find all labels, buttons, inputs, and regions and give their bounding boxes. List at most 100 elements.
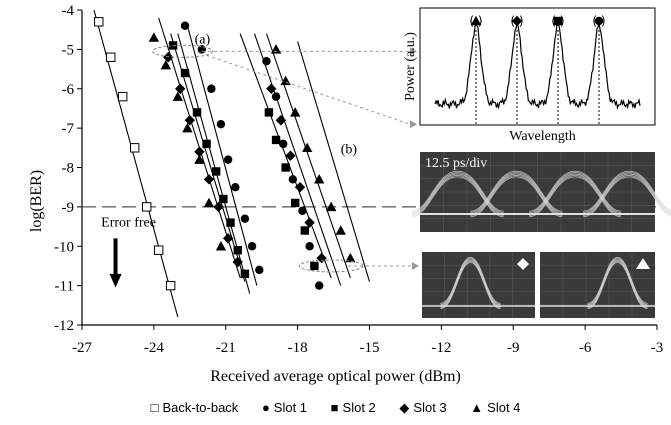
connector-arrow-icon: [412, 261, 419, 270]
eye-pair-trace: [440, 259, 501, 307]
legend-label: Back-to-back: [162, 400, 239, 415]
legend-item-slot-1: ● Slot 1: [262, 400, 307, 415]
x-tick-label: -21: [216, 340, 236, 356]
eye-pair-trace: [440, 262, 501, 310]
legend: □ Back-to-back ● Slot 1 ■ Slot 2 ◆ Slot 3 ▲ S…: [0, 400, 671, 416]
data-point-series-3: [285, 150, 296, 161]
callout-ellipse-a: [152, 44, 214, 58]
eye-trace: [529, 176, 622, 218]
eye-trace: [411, 172, 504, 214]
data-point-series-3: [163, 52, 174, 63]
data-point-series-1: [216, 119, 226, 129]
fit-line: [265, 33, 351, 278]
data-point-series-1: [298, 206, 307, 216]
legend-diamond-icon: ◆: [399, 400, 410, 415]
data-point-series-1: [279, 139, 288, 149]
legend-item-back-to-back: □ Back-to-back: [151, 400, 239, 415]
inset-eye-pair: [422, 252, 655, 318]
eye-pair-trace: [587, 259, 648, 307]
eye-triangle-icon: [636, 258, 650, 269]
data-point-series-4: [313, 174, 325, 184]
data-point-series-2: [219, 194, 228, 204]
legend-item-slot-4: ▲ Slot 4: [470, 400, 520, 415]
eye-trace: [470, 172, 563, 214]
data-point-series-4: [270, 44, 282, 54]
data-point-series-0: [94, 17, 104, 27]
fit-line: [186, 25, 258, 286]
eye-pair-frame: [540, 252, 655, 318]
inset-eye-diagram: 12.5 ps/div: [411, 152, 671, 232]
eye-trace: [529, 170, 622, 212]
eye-trace: [411, 170, 504, 212]
data-point-series-3: [203, 174, 215, 185]
legend-label: Slot 2: [342, 400, 376, 415]
fit-lines: [93, 9, 371, 318]
eye-trace: [411, 173, 504, 215]
data-point-series-3: [304, 217, 315, 228]
fit-line: [297, 41, 371, 282]
eye-trace: [411, 176, 504, 218]
data-point-series-2: [291, 198, 300, 208]
data-point-series-2: [240, 269, 250, 279]
eye-trace: [529, 174, 622, 216]
peak-marker-triangle-icon: [470, 15, 482, 26]
eye-pair-trace: [587, 256, 648, 304]
data-point-series-1: [240, 214, 250, 223]
eye-trace: [470, 176, 563, 218]
spectrum-ylabel: Power (a.u.): [403, 32, 418, 101]
data-point-series-1: [231, 182, 240, 192]
connector-arrow-icon: [410, 120, 417, 129]
legend-label: Slot 3: [413, 400, 447, 415]
data-point-series-1: [305, 242, 314, 251]
data-point-series-1: [207, 84, 216, 93]
data-point-series-4: [160, 59, 172, 70]
data-point-series-2: [300, 226, 310, 235]
data-point-series-2: [180, 68, 190, 78]
eye-pair-trace: [587, 262, 648, 310]
data-point-series-4: [194, 154, 205, 164]
y-axis-label: log(BER): [28, 169, 46, 233]
eye-trace: [470, 170, 563, 212]
data-point-series-3: [266, 83, 277, 94]
y-tick-label: -4: [62, 3, 75, 19]
data-point-series-0: [153, 245, 164, 255]
data-point-series-1: [247, 242, 257, 251]
error-free-label: Error free: [101, 216, 156, 231]
data-point-series-3: [194, 146, 205, 157]
group-callouts: (a) (b): [152, 32, 419, 273]
data-point-series-4: [302, 142, 313, 153]
data-point-series-3: [222, 233, 234, 244]
eye-trace: [583, 173, 671, 215]
x-tick-label: -3: [651, 340, 664, 356]
spectrum-xlabel: Wavelength: [509, 129, 576, 144]
y-tick-label: -7: [62, 121, 75, 137]
eye-diamond-icon: [517, 258, 529, 270]
data-point-series-4: [148, 32, 160, 42]
y-tick-label: -10: [54, 239, 74, 255]
data-point-series-2: [192, 108, 202, 117]
callout-label-a: (a): [195, 32, 211, 47]
spectrum-trace: [434, 20, 641, 110]
eye-trace: [411, 174, 504, 216]
data-point-series-1: [262, 56, 271, 66]
x-tick-label: -24: [144, 340, 164, 356]
peak-marker-square-icon: [553, 16, 563, 26]
eye-trace: [470, 174, 563, 216]
data-point-series-1: [180, 21, 190, 30]
data-point-series-1: [288, 175, 298, 184]
data-points: [94, 17, 356, 291]
spectrum-frame: [419, 7, 656, 126]
eye-pair-trace: [440, 260, 501, 308]
x-tick-label: -15: [360, 340, 380, 356]
legend-triangle-icon: ▲: [470, 400, 484, 415]
eye-pair-trace: [440, 258, 501, 306]
eye-trace: [583, 174, 671, 216]
y-tick-label: -6: [62, 82, 75, 98]
eye-trace: [470, 173, 563, 215]
callout-ellipse-b: [298, 259, 364, 273]
connector-arrow-icon: [410, 47, 417, 56]
x-tick-label: -27: [72, 340, 92, 356]
data-point-series-2: [281, 163, 290, 172]
